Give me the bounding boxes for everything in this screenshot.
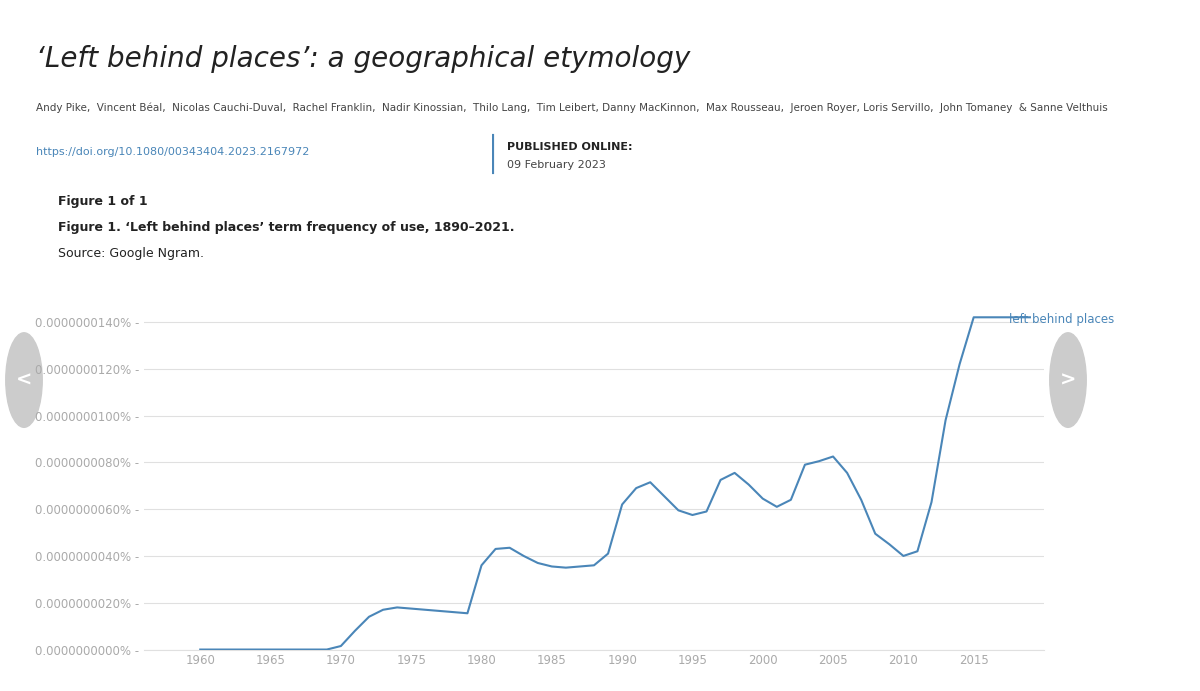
Text: Figure 1 of 1: Figure 1 of 1 [58,196,148,208]
Text: left behind places: left behind places [1009,313,1114,326]
Circle shape [6,333,42,427]
Text: PUBLISHED ONLINE:: PUBLISHED ONLINE: [506,142,632,152]
Text: https://doi.org/10.1080/00343404.2023.2167972: https://doi.org/10.1080/00343404.2023.21… [36,146,310,156]
Text: >: > [1060,370,1076,390]
Text: <: < [16,370,32,390]
Text: Source: Google Ngram.: Source: Google Ngram. [58,247,204,260]
Text: Andy Pike,  Vincent Béal,  Nicolas Cauchi-Duval,  Rachel Franklin,  Nadir Kinoss: Andy Pike, Vincent Béal, Nicolas Cauchi-… [36,102,1108,113]
Text: ‘Left behind places’: a geographical etymology: ‘Left behind places’: a geographical ety… [36,45,690,73]
Text: 09 February 2023: 09 February 2023 [506,160,606,170]
Text: Figure 1. ‘Left behind places’ term frequency of use, 1890–2021.: Figure 1. ‘Left behind places’ term freq… [58,221,515,234]
Circle shape [1050,333,1086,427]
